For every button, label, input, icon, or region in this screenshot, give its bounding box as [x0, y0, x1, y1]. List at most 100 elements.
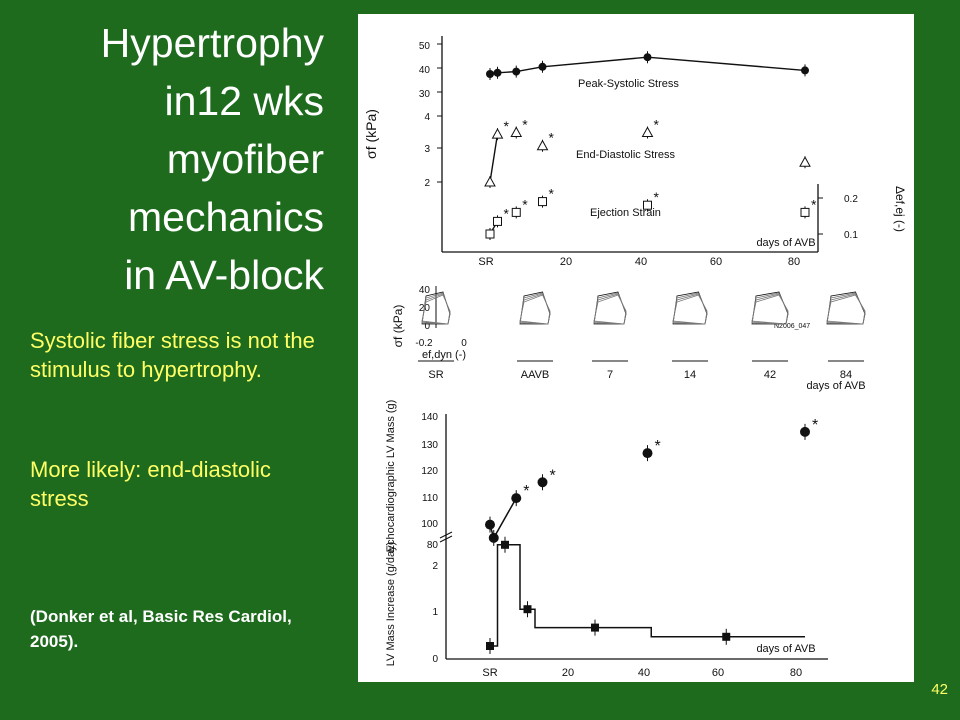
tick-c-110: 110	[422, 493, 438, 504]
tick-a-40: 40	[635, 256, 647, 268]
point-2-2	[511, 207, 521, 217]
figure-panel: σf (kPa) Δef,ej (-) days of AVB Peak-Sys…	[358, 14, 914, 682]
star-2-2: *	[522, 196, 528, 212]
panel-a-xlabel: days of AVB	[756, 237, 815, 249]
point-systolic-stress: Systolic fiber stress is not the stimulu…	[30, 328, 315, 382]
point-1-1	[491, 128, 504, 139]
point-0-4	[643, 53, 652, 62]
figure-svg: σf (kPa) Δef,ej (-) days of AVB Peak-Sys…	[363, 36, 907, 679]
tick-c-130: 130	[421, 440, 438, 451]
tick-ed-4: 4	[424, 112, 430, 123]
point-0-3	[538, 62, 547, 71]
tick-es-01: 0.1	[844, 230, 858, 241]
lv-mass-point-3	[537, 477, 548, 488]
panel-d-ylabel: LV Mass Increase (g/day)	[385, 542, 397, 667]
tick-ps-30: 30	[419, 89, 431, 100]
title-line-4: mechanics	[128, 194, 324, 240]
point-2-5	[800, 207, 810, 217]
loop-2-3	[593, 294, 627, 325]
label-end-diastolic: End-Diastolic Stress	[576, 149, 676, 161]
point-0-5	[801, 66, 809, 75]
tick-d-80: 80	[790, 667, 802, 679]
point-1-2	[510, 126, 523, 137]
point-end-diastolic: More likely: end-diastolic stress	[30, 457, 271, 511]
axis-break-1	[439, 531, 453, 539]
lv-increase-point-2	[523, 605, 532, 614]
point-0-0	[486, 70, 494, 78]
point-1-3	[536, 139, 549, 151]
loop-1-2	[519, 293, 551, 325]
tick-d-40: 40	[638, 667, 650, 679]
point-1-5	[799, 156, 811, 167]
lv-increase-point-3	[591, 623, 599, 632]
lv-increase-point-4	[722, 632, 731, 641]
panel-loops: σf (kPa) 40 20 0 -0.2 0 ef,dyn (-) N2006…	[391, 285, 866, 392]
tick-d-20: 20	[562, 667, 574, 679]
page-number: 42	[931, 681, 948, 698]
point-0-2	[512, 67, 521, 76]
lv-mass-point-2	[511, 493, 522, 504]
star-1-4: *	[654, 117, 660, 133]
tick-d-1: 1	[432, 607, 438, 618]
tick-c-100: 100	[421, 519, 438, 530]
loop-5-0	[826, 291, 866, 325]
tick-b-0x: 0	[461, 338, 467, 349]
star-2-4: *	[654, 189, 660, 205]
lv-increase-point-0	[486, 642, 494, 650]
loop-label-84: 84	[840, 369, 852, 381]
loop-4-0	[751, 291, 789, 325]
tick-b-m02: -0.2	[415, 338, 433, 349]
series-line-1	[489, 134, 499, 183]
point-2-1	[493, 216, 502, 226]
loop-4-3	[751, 294, 789, 325]
tick-ps-40: 40	[419, 65, 431, 76]
loop-0-3	[421, 294, 451, 325]
loop-label-42: 42	[764, 369, 776, 381]
lv-mass-point-4	[642, 448, 653, 459]
point-0-1	[493, 68, 502, 77]
point-2-0	[485, 229, 495, 239]
lv-mass-point-1	[488, 532, 499, 543]
lv-mass-star-3: *	[550, 467, 556, 484]
label-peak-systolic: Peak-Systolic Stress	[578, 78, 679, 90]
tick-d-0: 0	[432, 654, 438, 665]
tick-ed-3: 3	[424, 144, 430, 155]
loop-label-14: 14	[684, 369, 696, 381]
title-line-2: in12 wks	[164, 78, 324, 124]
point-2-4	[643, 200, 652, 210]
axis-break-2	[439, 535, 453, 543]
loop-label-aavb: AAVB	[521, 369, 550, 381]
tick-d-60: 60	[712, 667, 724, 679]
panel-lv-mass-increase: LV Mass Increase (g/day) 2 1 0 days of A…	[385, 542, 816, 679]
loop-label-7: 7	[607, 369, 613, 381]
lv-mass-star-5: *	[812, 417, 818, 434]
tick-a-20: 20	[560, 256, 572, 268]
panel-stress-strain: σf (kPa) Δef,ej (-) days of AVB Peak-Sys…	[363, 41, 907, 268]
panel-d-xlabel: days of AVB	[756, 643, 815, 655]
title-line-5: in AV-block	[124, 252, 324, 298]
star-1-1: *	[504, 118, 510, 134]
loop-3-0	[672, 291, 708, 325]
tick-a-80: 80	[788, 256, 800, 268]
lv-increase-step-line	[490, 544, 805, 647]
panel-b-annotation: N2006_047	[774, 323, 810, 330]
title-line-1: Hypertrophy	[100, 20, 324, 66]
loop-3-3	[672, 294, 708, 325]
tick-ps-50: 50	[419, 41, 431, 52]
lv-mass-star-4: *	[655, 438, 661, 455]
panel-b-xlabel: ef,dyn (-)	[422, 349, 466, 361]
loop-2-2	[593, 293, 627, 325]
panel-a-y2label: Δef,ej (-)	[893, 186, 907, 232]
star-1-2: *	[522, 117, 528, 133]
tick-c-120: 120	[421, 466, 438, 477]
tick-d-sr: SR	[482, 667, 497, 679]
panel-b-time-label: days of AVB	[806, 380, 865, 392]
lv-increase-point-1	[501, 540, 509, 549]
title-line-3: myofiber	[166, 136, 324, 182]
star-1-3: *	[549, 130, 555, 146]
panel-a-ylabel: σf (kPa)	[363, 109, 379, 159]
slide-title: Hypertrophy in12 wks myofiber mechanics …	[101, 14, 324, 304]
lv-mass-point-5	[800, 426, 810, 437]
tick-ed-2: 2	[424, 178, 430, 189]
panel-c-ylabel: Echocardiographic LV Mass (g)	[385, 400, 397, 553]
